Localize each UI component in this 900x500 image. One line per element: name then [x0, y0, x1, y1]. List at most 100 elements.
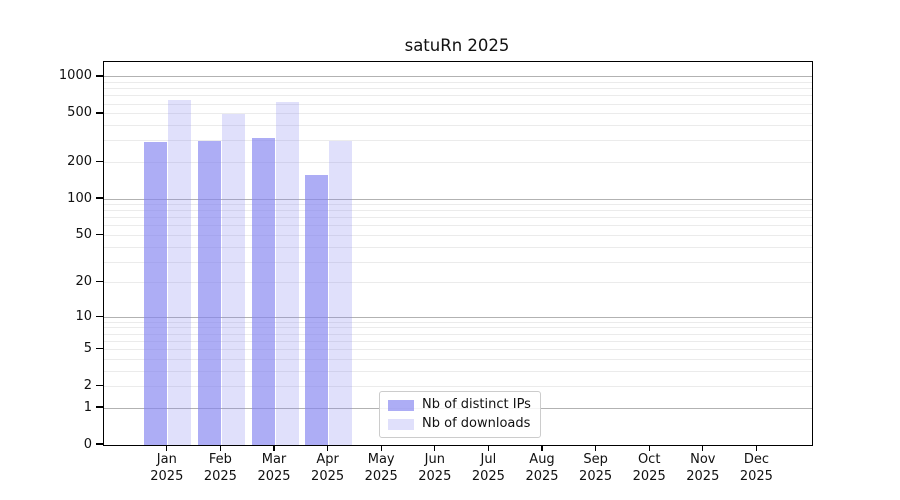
- x-tick-label-line: 2025: [525, 468, 559, 484]
- y-tick-label-500: 500: [67, 105, 92, 121]
- gridline-1000: [104, 76, 812, 78]
- y-tick-label-100: 100: [67, 190, 92, 206]
- x-tick-label-line: 2025: [364, 468, 398, 484]
- y-tick-label-20: 20: [75, 274, 92, 290]
- gridline-2: [104, 385, 812, 387]
- x-tick-mark-dec-2025: [755, 445, 758, 452]
- bar-feb-2025-series0: [197, 141, 221, 445]
- y-tick-mark-2: [96, 384, 103, 387]
- x-tick-label-line: 2025: [739, 468, 773, 484]
- bar-mar-2025-series1: [275, 101, 299, 445]
- x-tick-label-line: 2025: [686, 468, 720, 484]
- gridline-400: [104, 125, 812, 127]
- gridline-100: [104, 198, 812, 200]
- legend-row: Nb of distinct IPs: [388, 397, 531, 413]
- x-tick-label-feb-2025: Feb 2025: [188, 452, 252, 485]
- x-tick-label-line: 2025: [632, 468, 666, 484]
- gridline-600: [104, 103, 812, 105]
- y-tick-label-5: 5: [83, 341, 92, 357]
- x-tick-mark-jul-2025: [487, 445, 490, 452]
- y-tick-mark-10: [96, 315, 103, 317]
- y-tick-mark-500: [96, 112, 103, 114]
- x-tick-label-line: May: [367, 452, 395, 467]
- x-tick-label-dec-2025: Dec 2025: [724, 452, 788, 485]
- bar-apr-2025-series1: [329, 140, 353, 445]
- legend: Nb of distinct IPs Nb of downloads: [379, 391, 541, 438]
- gridline-4: [104, 358, 812, 360]
- x-tick-mark-jun-2025: [434, 445, 436, 452]
- y-tick-label-10: 10: [75, 308, 92, 324]
- legend-swatch-icon: [388, 399, 414, 411]
- grid-layer: [104, 62, 812, 445]
- legend-label: Nb of downloads: [422, 416, 531, 431]
- gridline-60: [104, 225, 812, 227]
- x-tick-label-line: 2025: [418, 468, 452, 484]
- x-tick-mark-jan-2025: [166, 445, 168, 452]
- x-tick-label-line: 2025: [150, 468, 184, 484]
- y-tick-mark-50: [96, 233, 103, 236]
- x-tick-mark-nov-2025: [702, 445, 704, 452]
- x-tick-label-line: Jan: [156, 452, 177, 467]
- gridline-6: [104, 340, 812, 342]
- y-tick-mark-20: [96, 281, 103, 283]
- x-tick-label-line: 2025: [579, 468, 613, 484]
- bar-jan-2025-series0: [144, 141, 168, 445]
- y-tick-label-1000: 1000: [58, 68, 92, 84]
- x-tick-label-apr-2025: Apr 2025: [296, 452, 360, 485]
- gridline-300: [104, 140, 812, 142]
- x-tick-mark-feb-2025: [219, 445, 222, 452]
- x-tick-mark-oct-2025: [648, 445, 650, 452]
- x-tick-label-jun-2025: Jun 2025: [403, 452, 467, 485]
- bars-layer: [104, 62, 812, 445]
- x-tick-label-line: Mar: [261, 452, 287, 467]
- legend-row: Nb of downloads: [388, 416, 531, 432]
- y-tick-mark-1000: [96, 75, 103, 77]
- legend-label: Nb of distinct IPs: [422, 397, 531, 412]
- x-tick-label-oct-2025: Oct 2025: [617, 452, 681, 485]
- y-tick-mark-100: [96, 197, 103, 199]
- gridline-8: [104, 327, 812, 329]
- y-tick-label-0: 0: [83, 436, 92, 452]
- bar-apr-2025-series0: [305, 174, 329, 445]
- x-tick-mark-apr-2025: [326, 445, 329, 452]
- gridline-5: [104, 349, 812, 351]
- x-tick-label-line: Jul: [480, 452, 497, 467]
- gridline-70: [104, 217, 812, 219]
- x-tick-label-line: Feb: [208, 452, 232, 467]
- x-tick-label-line: Jun: [424, 452, 445, 467]
- y-tick-label-50: 50: [75, 227, 92, 243]
- y-tick-label-2: 2: [83, 377, 92, 393]
- x-tick-label-line: Oct: [637, 452, 661, 467]
- bar-jan-2025-series1: [168, 99, 192, 445]
- x-tick-label-line: 2025: [311, 468, 345, 484]
- gridline-900: [104, 82, 812, 84]
- gridline-20: [104, 282, 812, 284]
- y-tick-mark-1: [96, 406, 103, 408]
- y-tick-mark-5: [96, 347, 103, 350]
- y-tick-label-200: 200: [67, 153, 92, 169]
- gridline-3: [104, 370, 812, 372]
- x-tick-label-line: Sep: [583, 452, 608, 467]
- gridline-40: [104, 246, 812, 248]
- gridline-9: [104, 321, 812, 323]
- x-tick-mark-may-2025: [380, 445, 382, 452]
- x-tick-mark-sep-2025: [594, 445, 597, 452]
- x-tick-mark-mar-2025: [273, 445, 275, 452]
- x-tick-label-line: 2025: [471, 468, 505, 484]
- x-tick-mark-aug-2025: [541, 445, 543, 452]
- plot-area: [103, 61, 813, 446]
- x-tick-label-line: Aug: [529, 452, 555, 467]
- chart-title: satuRn 2025: [404, 36, 510, 55]
- x-tick-label-nov-2025: Nov 2025: [671, 452, 735, 485]
- x-tick-label-line: Nov: [690, 452, 716, 467]
- x-tick-label-mar-2025: Mar 2025: [242, 452, 306, 485]
- y-tick-label-1: 1: [83, 399, 92, 415]
- gridline-800: [104, 88, 812, 90]
- x-tick-label-jan-2025: Jan 2025: [135, 452, 199, 485]
- x-tick-label-jul-2025: Jul 2025: [456, 452, 520, 485]
- gridline-700: [104, 95, 812, 97]
- bar-mar-2025-series0: [251, 137, 275, 445]
- y-tick-mark-200: [96, 160, 103, 163]
- gridline-90: [104, 204, 812, 206]
